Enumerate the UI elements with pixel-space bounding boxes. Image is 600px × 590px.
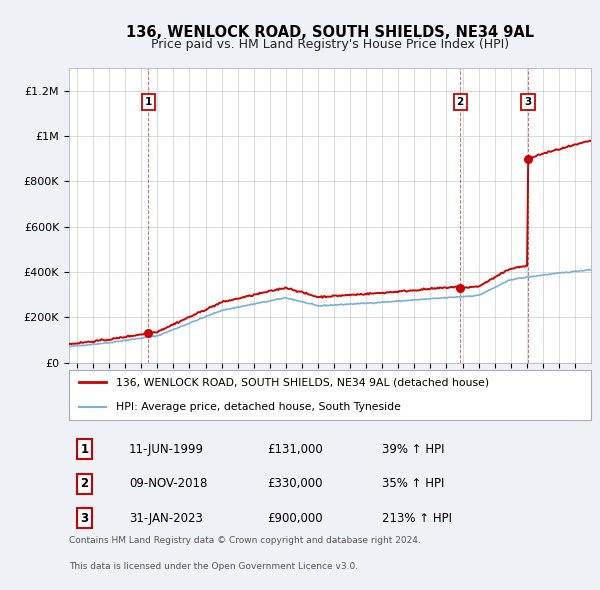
Text: Contains HM Land Registry data © Crown copyright and database right 2024.: Contains HM Land Registry data © Crown c… [69, 536, 421, 546]
Text: 09-NOV-2018: 09-NOV-2018 [129, 477, 208, 490]
Text: 39% ↑ HPI: 39% ↑ HPI [382, 442, 445, 455]
Text: This data is licensed under the Open Government Licence v3.0.: This data is licensed under the Open Gov… [69, 562, 358, 571]
Text: HPI: Average price, detached house, South Tyneside: HPI: Average price, detached house, Sout… [116, 402, 401, 412]
Text: 3: 3 [80, 512, 89, 525]
Text: 1: 1 [145, 97, 152, 107]
Text: 213% ↑ HPI: 213% ↑ HPI [382, 512, 452, 525]
Text: 136, WENLOCK ROAD, SOUTH SHIELDS, NE34 9AL (detached house): 136, WENLOCK ROAD, SOUTH SHIELDS, NE34 9… [116, 377, 489, 387]
Text: 3: 3 [524, 97, 532, 107]
Text: 35% ↑ HPI: 35% ↑ HPI [382, 477, 445, 490]
Text: £330,000: £330,000 [268, 477, 323, 490]
Text: £900,000: £900,000 [268, 512, 323, 525]
Text: 31-JAN-2023: 31-JAN-2023 [129, 512, 203, 525]
Text: 11-JUN-1999: 11-JUN-1999 [129, 442, 204, 455]
Text: 2: 2 [457, 97, 464, 107]
FancyBboxPatch shape [69, 370, 591, 419]
Text: 136, WENLOCK ROAD, SOUTH SHIELDS, NE34 9AL: 136, WENLOCK ROAD, SOUTH SHIELDS, NE34 9… [126, 25, 534, 40]
Text: 2: 2 [80, 477, 89, 490]
Text: 1: 1 [80, 442, 89, 455]
Text: £131,000: £131,000 [268, 442, 323, 455]
Text: Price paid vs. HM Land Registry's House Price Index (HPI): Price paid vs. HM Land Registry's House … [151, 38, 509, 51]
